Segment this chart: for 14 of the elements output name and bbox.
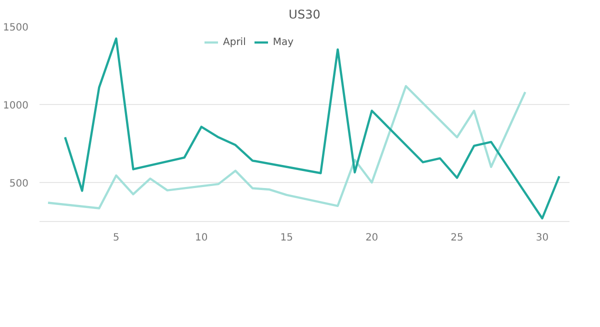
y-tick-label: 1500	[3, 22, 29, 34]
legend-label: May	[272, 36, 294, 48]
x-tick-label: 25	[450, 232, 464, 244]
x-tick-label: 5	[113, 232, 120, 244]
chart-title: US30	[288, 8, 320, 22]
y-tick-label: 1000	[3, 100, 29, 112]
line-series	[46, 84, 526, 210]
x-tick-label: 15	[280, 232, 293, 244]
x-tick-label: 20	[365, 232, 378, 244]
y-tick-label: 500	[9, 178, 29, 190]
x-tick-label: 30	[536, 232, 549, 244]
x-tick-label: 10	[195, 232, 208, 244]
line-series	[64, 37, 560, 220]
legend-label: April	[223, 36, 246, 48]
